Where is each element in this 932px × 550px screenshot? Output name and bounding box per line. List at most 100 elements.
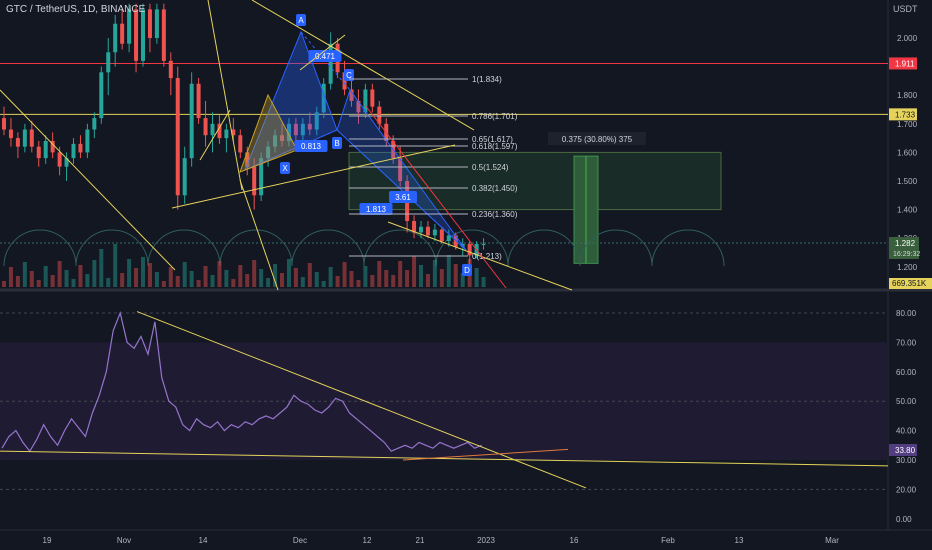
pattern-point-d[interactable] bbox=[462, 264, 472, 276]
volume-bar bbox=[439, 269, 444, 287]
pattern-point-b[interactable] bbox=[332, 137, 342, 149]
volume-bar bbox=[314, 272, 319, 287]
candle bbox=[217, 123, 222, 139]
candle bbox=[238, 135, 243, 153]
price-axis-tick: 1.700 bbox=[897, 120, 918, 129]
volume-bar bbox=[78, 265, 83, 287]
candle bbox=[85, 129, 90, 153]
candle bbox=[29, 129, 34, 147]
cycle-arc bbox=[3, 229, 77, 267]
candle bbox=[481, 243, 486, 245]
volume-bar bbox=[43, 266, 48, 287]
fib-level-label: 0.618(1.597) bbox=[472, 142, 518, 151]
candle bbox=[203, 118, 208, 136]
candle bbox=[175, 78, 180, 196]
pattern-ratio-badge bbox=[389, 191, 417, 203]
time-axis-label: 2023 bbox=[477, 536, 495, 545]
cycle-arc bbox=[291, 229, 365, 267]
candle bbox=[92, 118, 97, 130]
trendline-red-descending[interactable] bbox=[364, 104, 507, 289]
price-tag-red bbox=[889, 57, 917, 70]
volume-bar bbox=[8, 267, 13, 287]
candle bbox=[196, 83, 201, 119]
candle-countdown: 16:29:32 bbox=[893, 251, 920, 258]
harmonic-xb-line bbox=[244, 129, 338, 171]
volume-tag bbox=[889, 278, 932, 289]
candle bbox=[120, 23, 125, 44]
candle bbox=[127, 9, 132, 44]
candle bbox=[43, 140, 48, 159]
rsi-axis-tick: 60.00 bbox=[896, 368, 917, 377]
harmonic-bcd[interactable] bbox=[336, 88, 467, 251]
volume-bar bbox=[134, 268, 139, 287]
current-price-text: 1.282 bbox=[895, 239, 916, 248]
volume-bar bbox=[217, 261, 222, 287]
pattern-point-a[interactable] bbox=[296, 14, 306, 26]
volume-bar bbox=[405, 270, 410, 287]
trendline-lower-support[interactable] bbox=[171, 144, 456, 209]
volume-bar bbox=[266, 278, 271, 287]
volume-bar bbox=[300, 277, 305, 287]
volume-bar bbox=[245, 274, 250, 287]
trendline-short[interactable] bbox=[299, 34, 346, 71]
volume-bar bbox=[141, 257, 145, 287]
candle bbox=[71, 143, 76, 159]
price-pane[interactable] bbox=[0, 0, 888, 288]
time-axis-label: 19 bbox=[43, 536, 52, 545]
fib-level-label: 0.5(1.524) bbox=[472, 163, 509, 172]
candle bbox=[349, 89, 354, 101]
price-tag-red-text: 1.911 bbox=[895, 59, 915, 68]
volume-bar bbox=[446, 255, 451, 287]
volume-bar bbox=[113, 244, 118, 287]
currency-label: USDT bbox=[893, 4, 918, 14]
candle bbox=[15, 138, 20, 147]
candle bbox=[259, 158, 264, 196]
volume-bar bbox=[412, 256, 417, 287]
volume-bar bbox=[36, 280, 41, 287]
abcd-pattern[interactable] bbox=[239, 93, 298, 173]
rsi-axis-tick: 30.00 bbox=[896, 456, 917, 465]
time-axis-label: 12 bbox=[363, 536, 372, 545]
price-tag-yellow-text: 1.733 bbox=[895, 110, 916, 119]
price-axis-tick: 1.400 bbox=[897, 206, 918, 215]
volume-bar bbox=[391, 275, 396, 287]
volume-bar bbox=[15, 276, 20, 287]
cycle-arc bbox=[363, 229, 437, 267]
symbol-title[interactable]: GTC / TetherUS, 1D, BINANCE bbox=[6, 4, 146, 15]
candle bbox=[356, 100, 361, 113]
current-price-tag bbox=[889, 237, 919, 259]
rsi-trendline-support[interactable] bbox=[0, 450, 889, 467]
candle bbox=[147, 9, 152, 38]
candle bbox=[210, 123, 215, 136]
candle bbox=[370, 89, 375, 107]
fib-level-label: 1(1.834) bbox=[472, 75, 502, 84]
trendline-long-descending[interactable] bbox=[0, 89, 176, 271]
volume-bar bbox=[370, 275, 375, 287]
trendline-upper-channel[interactable] bbox=[251, 0, 475, 131]
fib-level-label: 0.236(1.360) bbox=[472, 210, 518, 219]
volume-bar bbox=[474, 268, 479, 287]
trendline-minor[interactable] bbox=[199, 109, 231, 161]
trendline-steep[interactable] bbox=[207, 0, 243, 191]
pattern-point-c[interactable] bbox=[344, 69, 354, 81]
trendline-falling-wedge[interactable] bbox=[387, 221, 573, 291]
pattern-ratio-label: 3.61 bbox=[395, 193, 411, 202]
pattern-ratio-badge bbox=[308, 50, 342, 62]
rsi-trendline-descending[interactable] bbox=[136, 311, 587, 489]
rsi-trendline-orange[interactable] bbox=[402, 448, 569, 461]
volume-bar bbox=[453, 264, 458, 287]
volume-bar bbox=[120, 273, 125, 287]
volume-bar bbox=[252, 260, 257, 287]
trendline-steep-lower[interactable] bbox=[239, 179, 279, 291]
volume-bar bbox=[342, 262, 347, 287]
time-axis-label: Mar bbox=[825, 536, 839, 545]
pattern-point-x[interactable] bbox=[280, 162, 290, 174]
volume-bar bbox=[182, 262, 187, 287]
volume-bar bbox=[356, 280, 361, 287]
volume-bar bbox=[106, 278, 111, 287]
volume-bar bbox=[280, 273, 284, 287]
volume-bar bbox=[238, 265, 243, 287]
volume-bar bbox=[57, 261, 62, 287]
volume-bar bbox=[175, 276, 180, 287]
